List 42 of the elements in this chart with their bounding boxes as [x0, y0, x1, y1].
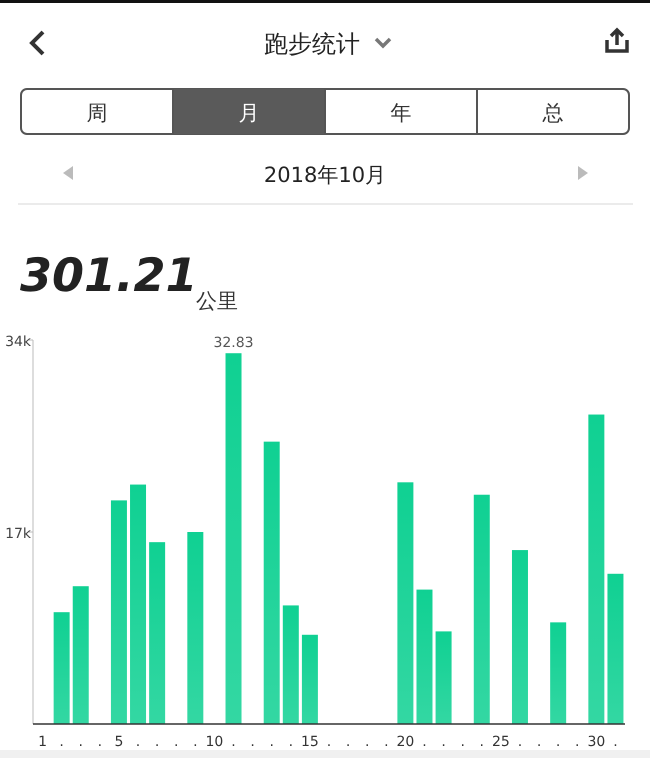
x-tick-label: . — [98, 734, 102, 750]
x-tick-label: . — [384, 734, 389, 750]
data-label: 32.83 — [213, 335, 254, 352]
x-tick-label: . — [193, 734, 198, 750]
x-tick-label: . — [288, 734, 294, 750]
x-tick-label: . — [136, 734, 140, 750]
x-tick-label: . — [536, 734, 542, 750]
y-tick-label: 34k — [5, 334, 32, 350]
x-tick-label: . — [480, 734, 484, 750]
x-tick-label: 1 — [38, 734, 48, 750]
text: 月 — [238, 101, 260, 125]
x-tick-label: . — [613, 734, 618, 750]
x-tick-label: . — [269, 734, 274, 750]
x-tick-label: . — [364, 734, 370, 750]
x-tick-label: 25 — [492, 734, 510, 750]
text: 周 — [86, 101, 108, 125]
x-tick-label: . — [174, 734, 178, 750]
x-tick-label: 5 — [114, 734, 124, 750]
x-tick-label: . — [231, 734, 236, 750]
x-tick-label: . — [441, 734, 446, 750]
text: 公里 — [196, 289, 238, 313]
text: 年 — [390, 101, 412, 125]
x-tick-label: 20 — [396, 734, 414, 750]
x-tick-label: . — [518, 734, 522, 750]
text: 总 — [542, 101, 564, 125]
chart-title: 跑步统计 — [264, 30, 360, 58]
x-tick-label: . — [422, 734, 427, 750]
x-tick-label: . — [346, 734, 350, 750]
x-tick-label: . — [250, 734, 255, 750]
x-tick-label: . — [154, 734, 160, 750]
y-tick-label: 17k — [5, 526, 32, 542]
x-tick-label: . — [556, 734, 560, 750]
x-tick-label: . — [575, 734, 580, 750]
x-tick-label: . — [326, 734, 332, 750]
x-tick-label: . — [59, 734, 64, 750]
text: 301.21 — [20, 248, 198, 302]
x-tick-label: 15 — [300, 734, 319, 750]
x-tick-label: 30 — [587, 734, 606, 750]
x-tick-label: . — [460, 734, 465, 750]
chart-subtitle: 2018年10月 — [264, 163, 386, 187]
x-tick-label: . — [78, 734, 83, 750]
x-tick-label: 10 — [206, 734, 224, 750]
